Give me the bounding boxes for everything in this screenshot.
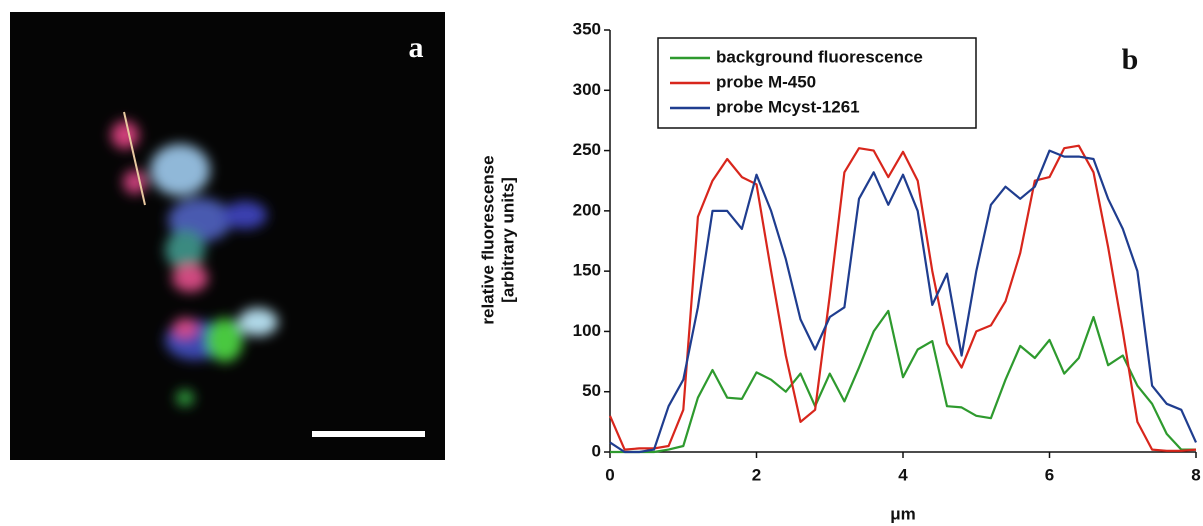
y-tick-label: 150: [573, 261, 601, 280]
y-tick-label: 250: [573, 140, 601, 159]
micrograph: a: [10, 12, 445, 460]
legend-label: background fluorescence: [716, 47, 923, 66]
y-tick-label: 50: [582, 381, 601, 400]
chart: b μm relative fluorescense [arbitrary un…: [478, 43, 1138, 524]
legend-label: probe Mcyst-1261: [716, 97, 860, 116]
legend-box: [657, 37, 977, 129]
series-line: [609, 149, 1198, 454]
x-tick-label: 4: [898, 465, 908, 484]
y-axis-label-line: relative fluorescense: [478, 155, 497, 324]
x-tick-label: 2: [752, 465, 761, 484]
y-tick-label: 200: [573, 200, 601, 219]
y-tick-label: 300: [573, 80, 601, 99]
panel-label: a: [409, 31, 424, 64]
legend-label: probe M-450: [716, 72, 816, 91]
y-axis-label: relative fluorescense [arbitrary units]: [478, 155, 517, 324]
panel-label: b: [1122, 43, 1139, 76]
profile-line: [123, 111, 146, 206]
x-tick-label: 0: [605, 465, 614, 484]
series-line: [608, 144, 1197, 452]
x-tick-label: 6: [1045, 465, 1054, 484]
cells: [111, 121, 278, 406]
y-axis-label-line: [arbitrary units]: [498, 177, 517, 303]
series-line: [610, 309, 1196, 454]
y-tick-label: 0: [592, 441, 601, 460]
y-tick-label: 100: [573, 321, 601, 340]
image-background: [10, 12, 445, 460]
x-tick-label: 8: [1191, 465, 1200, 484]
x-axis-label: μm: [890, 504, 916, 523]
y-tick-label: 350: [573, 19, 601, 38]
